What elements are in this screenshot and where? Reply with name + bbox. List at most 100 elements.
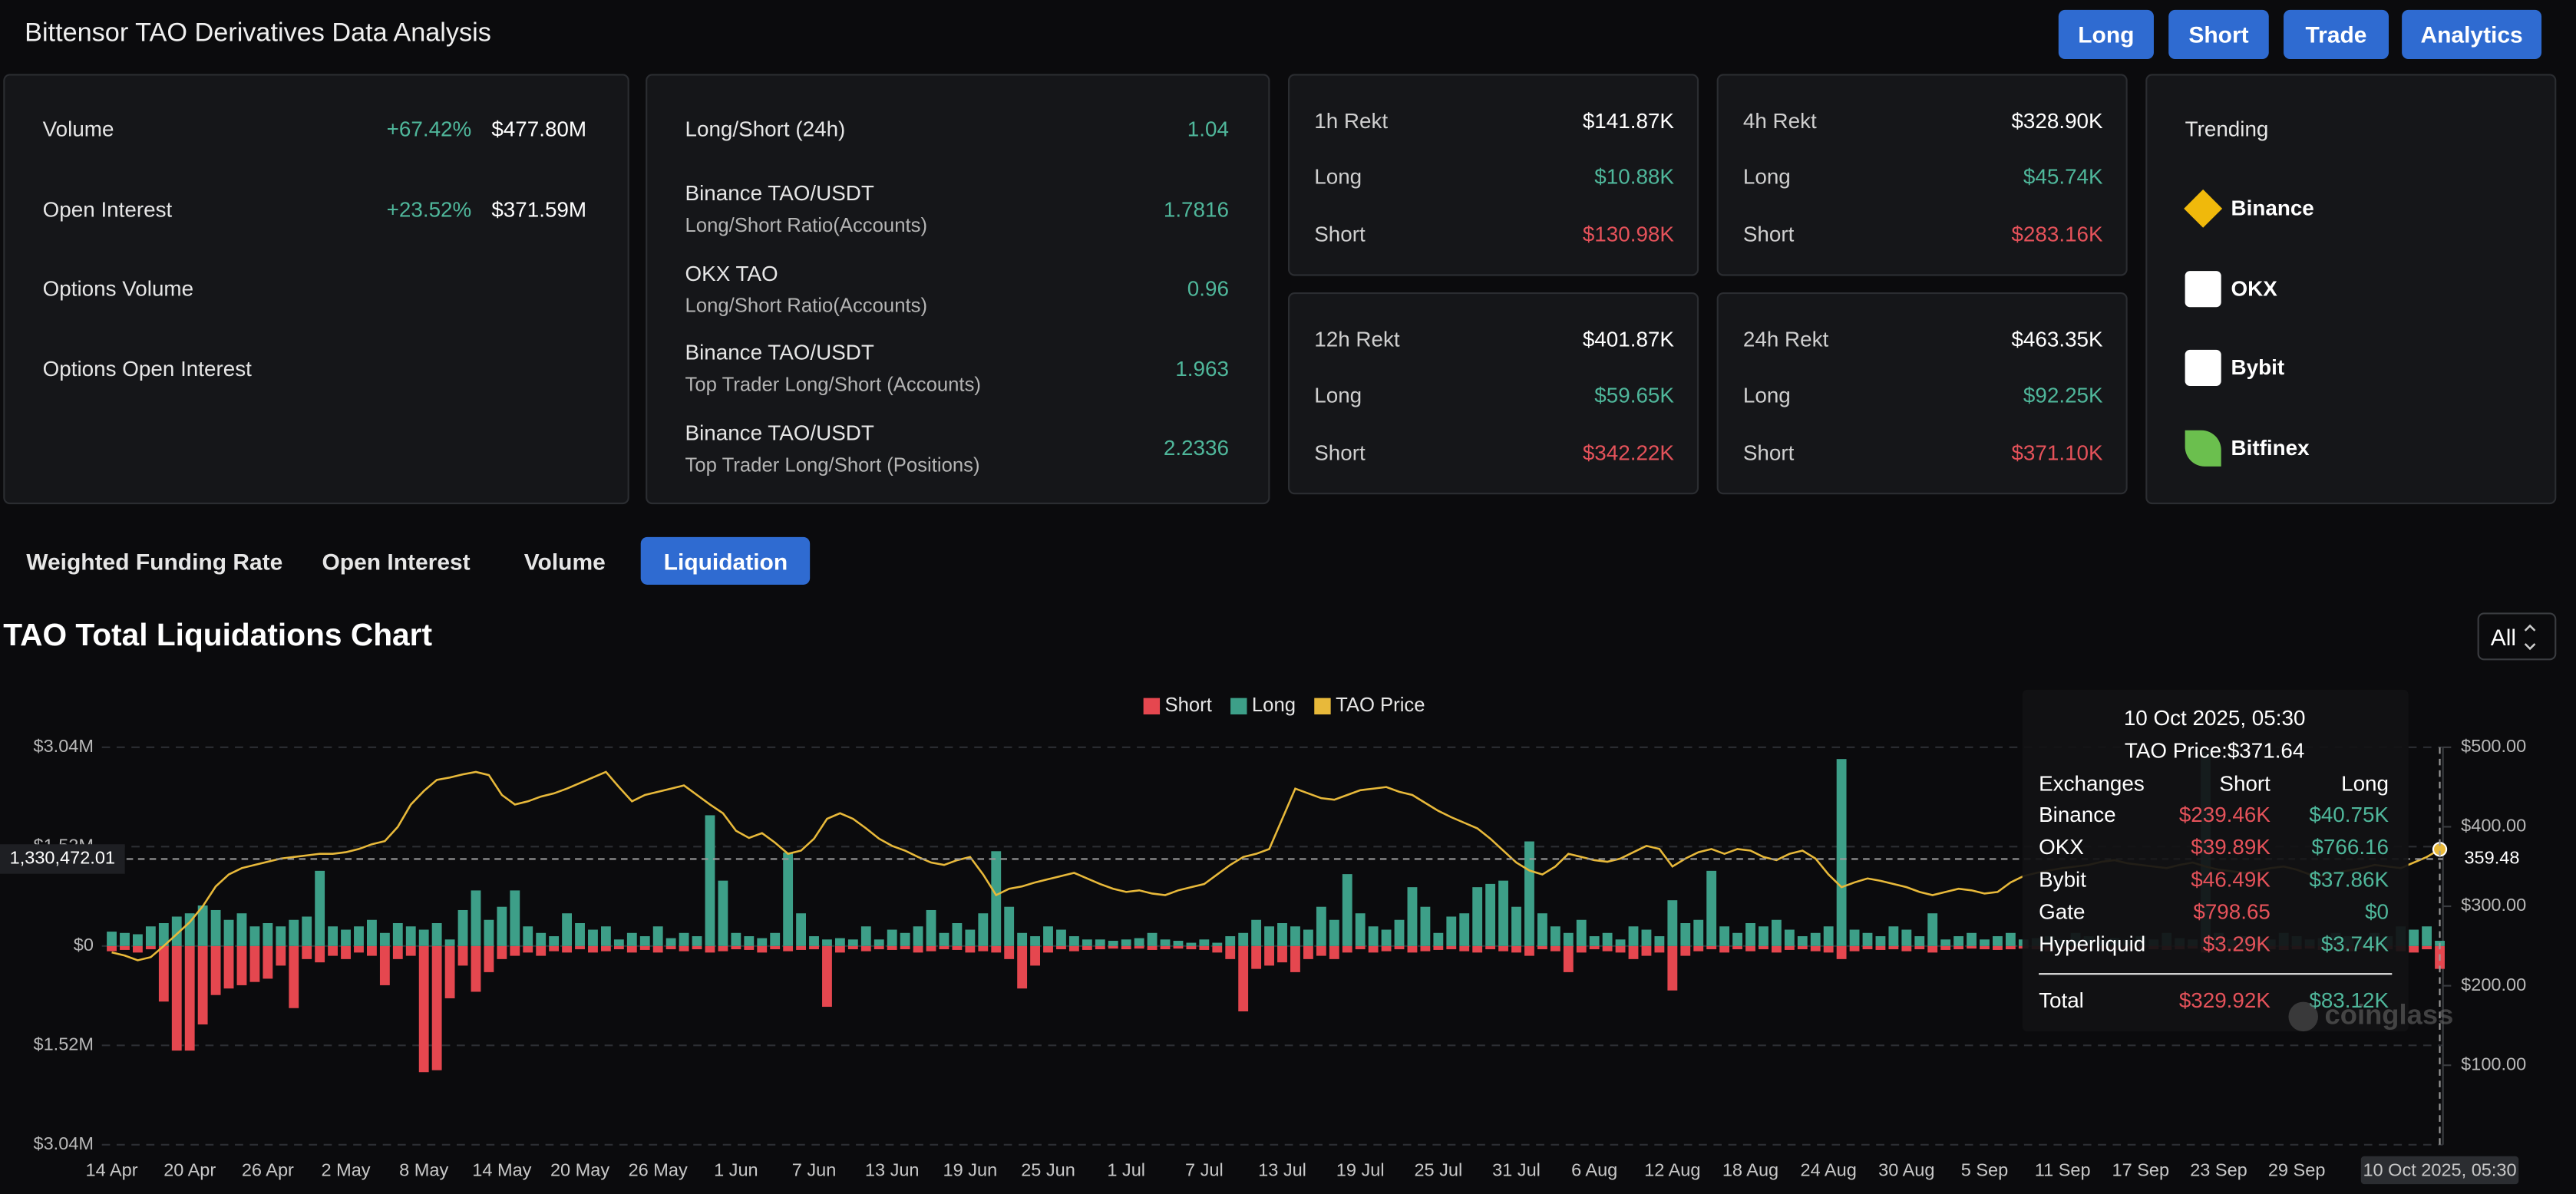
rekt-total: $463.35K — [2011, 326, 2103, 352]
tooltip-cell: $37.86K — [2309, 867, 2389, 891]
bar — [731, 932, 741, 946]
range-select[interactable] — [2477, 612, 2557, 661]
bar — [978, 913, 989, 946]
bar — [965, 929, 976, 946]
bar — [1004, 945, 1015, 959]
bar — [2409, 929, 2419, 946]
ratio-value: 1.04 — [1187, 116, 1229, 142]
header-button[interactable]: Long — [2058, 9, 2154, 60]
header-button[interactable]: Short — [2168, 9, 2269, 60]
bar — [184, 913, 195, 946]
bar — [952, 923, 963, 946]
bar — [133, 945, 143, 953]
bar — [731, 945, 741, 950]
rekt-title: 12h Rekt — [1314, 326, 1400, 352]
bar — [1641, 929, 1652, 946]
bar — [1511, 945, 1521, 953]
bar — [1914, 936, 1925, 946]
bar — [1589, 945, 1600, 950]
ratio-value: 2.2336 — [1163, 435, 1229, 460]
bar — [1901, 945, 1912, 952]
rekt-long-label: Long — [1314, 164, 1362, 190]
header-button[interactable]: Analytics — [2402, 9, 2542, 60]
bar — [1030, 936, 1040, 946]
bar — [1940, 939, 1951, 946]
bar — [484, 945, 494, 972]
bar — [1810, 932, 1821, 946]
tooltip-cell: $3.29K — [2203, 932, 2271, 956]
bar — [1212, 945, 1223, 953]
bar — [133, 934, 143, 946]
exchange-icon — [2185, 271, 2221, 308]
x-tick-label: 25 Jun — [1021, 1159, 1075, 1179]
bar — [1719, 945, 1730, 953]
trending-item[interactable]: Bitfinex — [2231, 435, 2310, 460]
bar — [1537, 913, 1547, 946]
bar — [1576, 945, 1587, 953]
rekt-long: $92.25K — [2023, 382, 2103, 407]
bar — [613, 945, 624, 950]
legend-swatch — [1314, 698, 1331, 715]
trending-item[interactable]: Bybit — [2231, 355, 2285, 380]
bar — [913, 926, 923, 946]
bar — [1888, 945, 1899, 950]
bar — [1134, 945, 1144, 949]
bar — [1017, 932, 1028, 946]
trending-item[interactable]: Binance — [2231, 195, 2314, 220]
bar — [210, 909, 221, 946]
header-button[interactable]: Trade — [2284, 9, 2389, 60]
chevron — [2524, 624, 2536, 651]
bar — [665, 938, 676, 946]
x-tick-label: 7 Jul — [1185, 1159, 1224, 1179]
x-tick-label: 23 Sep — [2190, 1159, 2247, 1179]
rekt-total: $328.90K — [2011, 108, 2103, 134]
tab[interactable]: Liquidation — [640, 536, 811, 585]
x-tick-label: 7 Jun — [792, 1159, 837, 1179]
bar — [1953, 945, 1964, 950]
bar — [1238, 945, 1249, 1012]
bar — [1199, 939, 1210, 946]
bar — [418, 945, 429, 1073]
bar — [1186, 945, 1197, 950]
bar — [2422, 945, 2432, 950]
bar — [315, 870, 325, 946]
bar — [1719, 926, 1730, 946]
bar — [562, 945, 573, 953]
bar — [1849, 929, 1860, 946]
bar — [145, 945, 156, 950]
tab[interactable]: Volume — [523, 547, 606, 575]
bar — [1082, 945, 1092, 950]
ratio-label: Binance TAO/USDT — [685, 180, 874, 206]
rekt-short: $283.16K — [2011, 221, 2103, 247]
bar — [900, 932, 910, 946]
x-tick-label: 14 Apr — [86, 1159, 138, 1179]
y-tick-label: $3.04M — [33, 1133, 94, 1153]
rekt-long: $45.74K — [2023, 164, 2103, 190]
tab[interactable]: Weighted Funding Rate — [26, 547, 283, 575]
bar — [1199, 945, 1210, 950]
bar — [1329, 919, 1339, 946]
legend-label: Long — [1252, 694, 1296, 716]
bar — [1068, 936, 1079, 946]
tab[interactable]: Open Interest — [322, 547, 471, 575]
chart-title: TAO Total Liquidations Chart — [3, 618, 433, 654]
bar — [1277, 945, 1287, 963]
bar — [1108, 941, 1118, 946]
bar — [1420, 906, 1431, 946]
bar — [926, 945, 936, 952]
trending-item[interactable]: OKX — [2231, 275, 2277, 301]
crosshair-label-box — [0, 844, 125, 874]
bar — [913, 945, 923, 953]
bar — [860, 926, 871, 946]
x-tick-label: 14 May — [472, 1159, 531, 1179]
bar — [1732, 932, 1742, 946]
bar — [1602, 945, 1613, 952]
bar — [1446, 945, 1457, 950]
bar — [184, 945, 195, 1051]
bar — [1043, 945, 1053, 953]
bar — [249, 926, 260, 946]
tooltip-cell: Binance — [2039, 803, 2116, 826]
tooltip-cell: $40.75K — [2309, 803, 2389, 826]
bar — [1381, 929, 1392, 946]
bar — [1407, 945, 1418, 953]
